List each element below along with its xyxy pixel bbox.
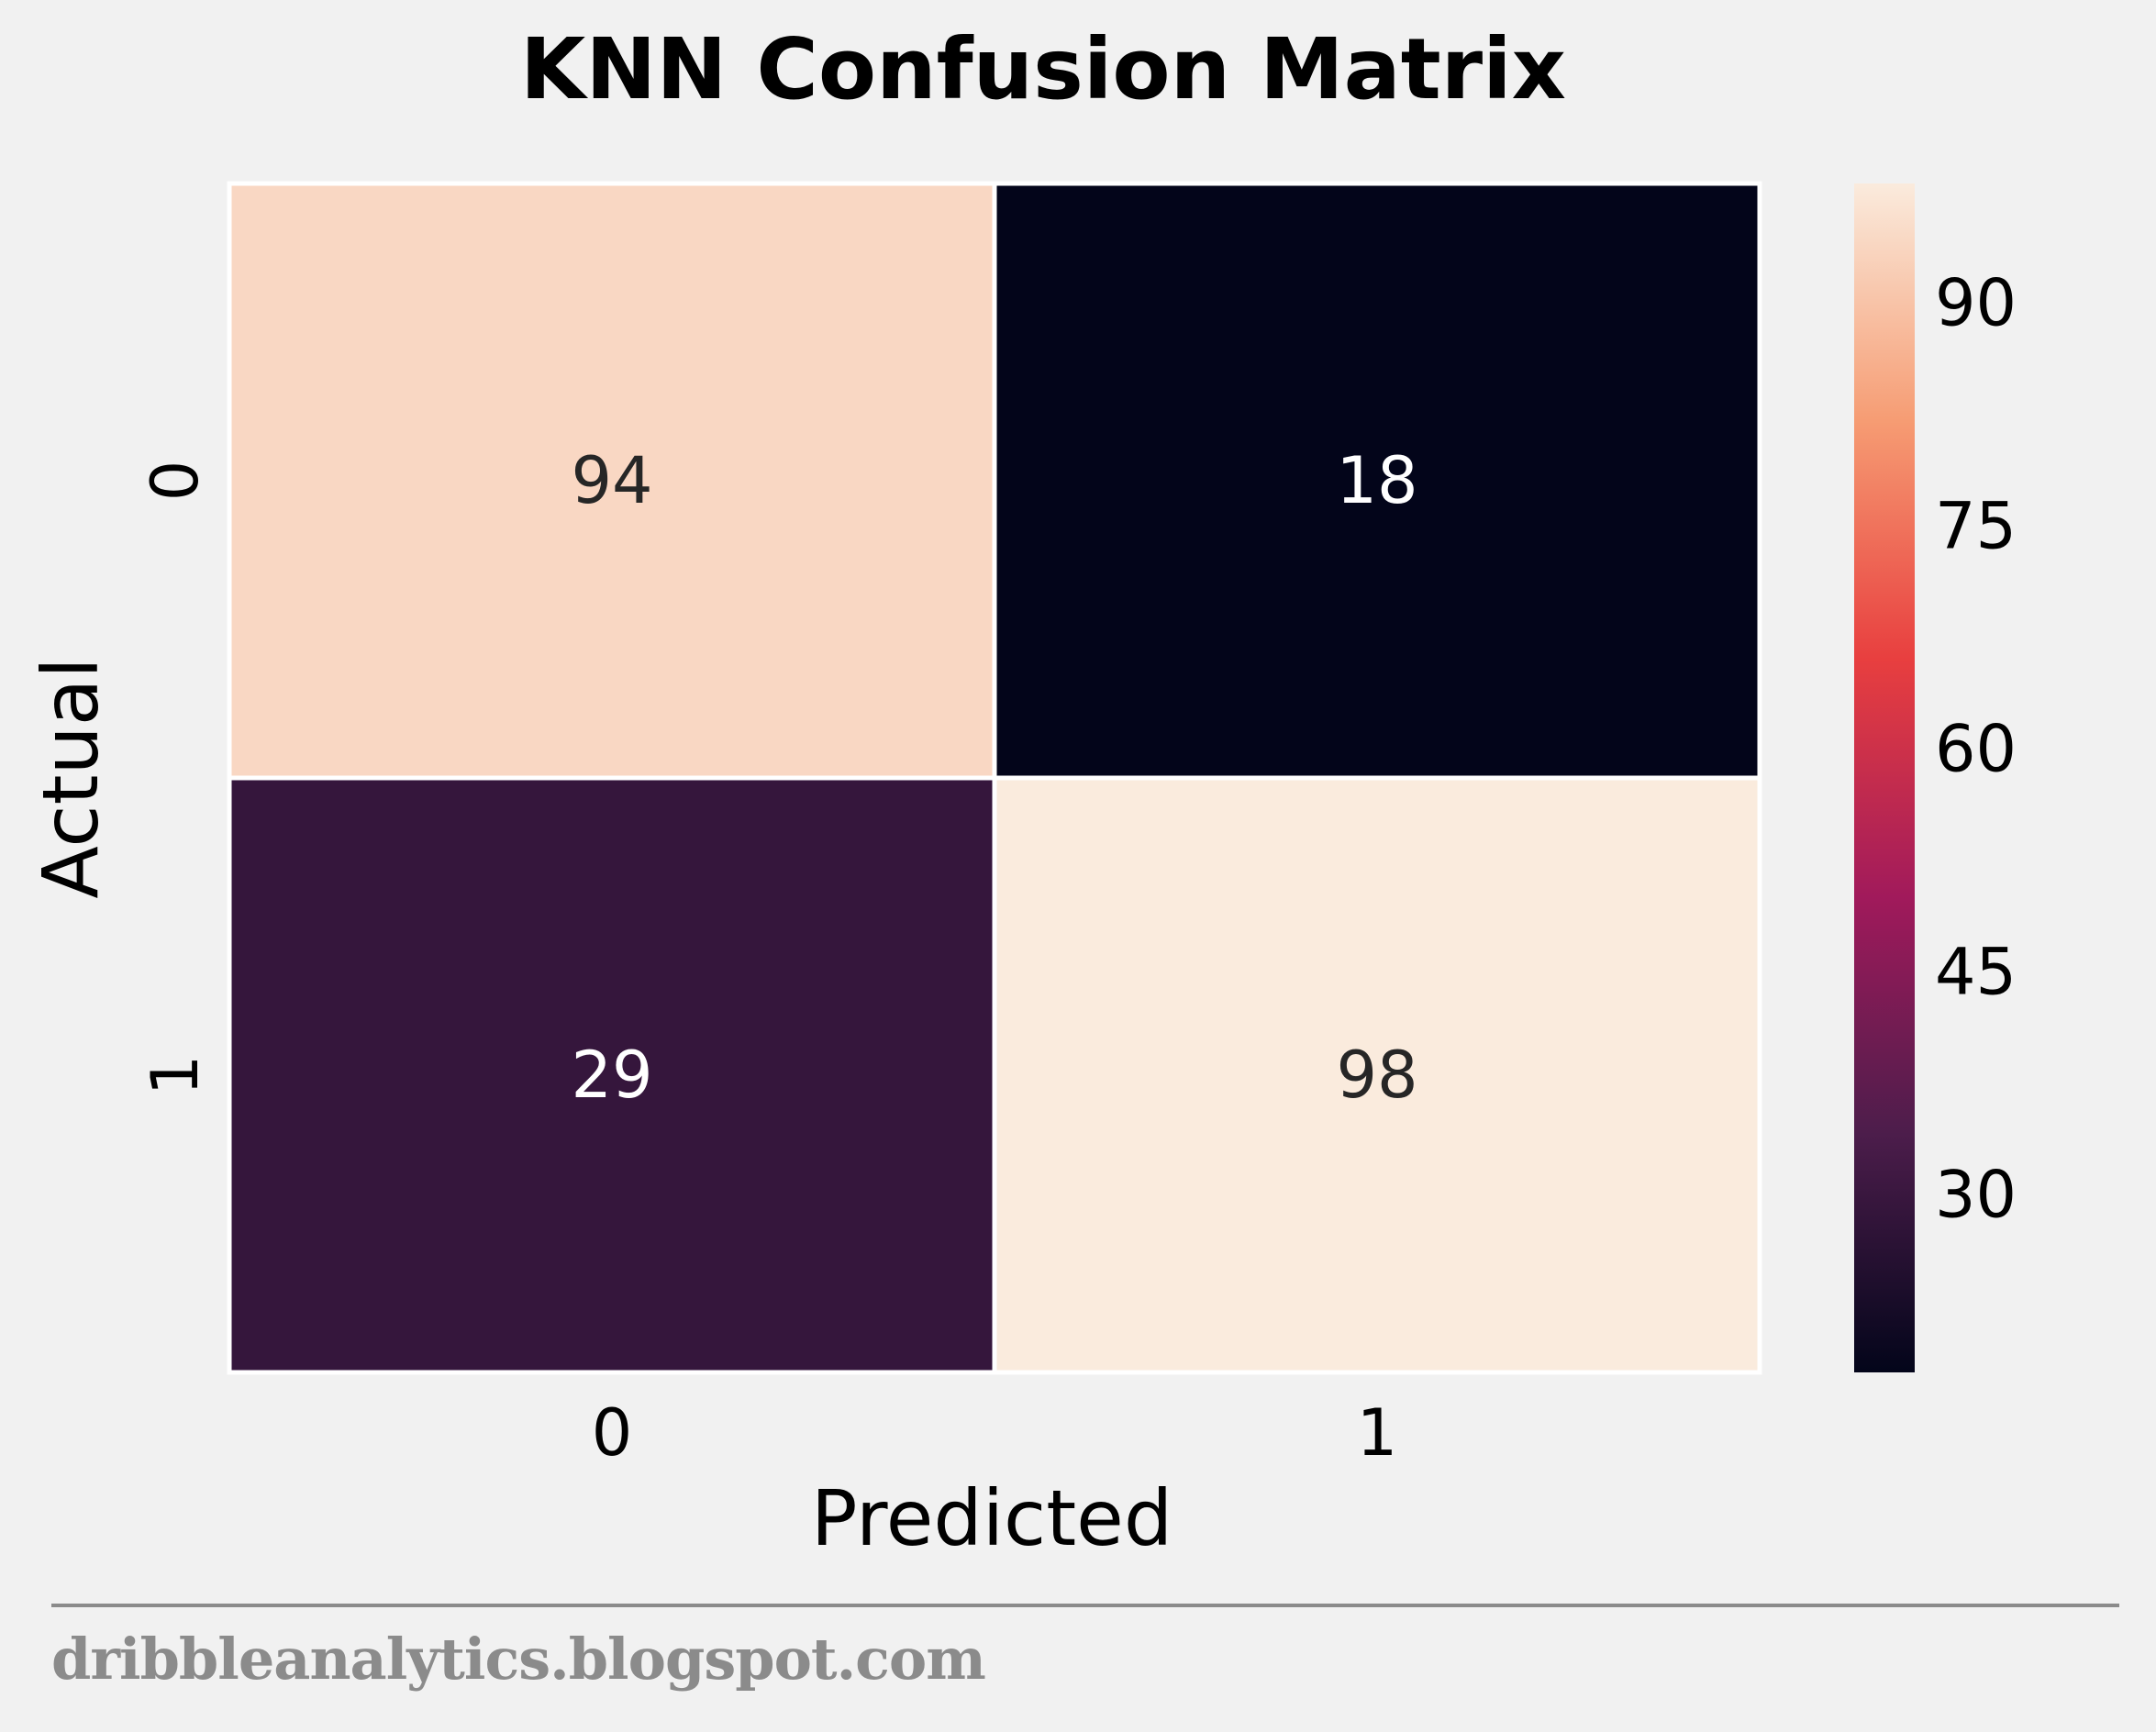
colorbar-tick-labels: 30 45 60 75 90 bbox=[1935, 266, 2017, 1233]
cell-value-r1-c1: 98 bbox=[1336, 1038, 1417, 1113]
chart-title: KNN Confusion Matrix bbox=[520, 20, 1566, 118]
heatmap-cell-r1-c1 bbox=[992, 775, 1762, 1375]
cell-value-r1-c0: 29 bbox=[571, 1038, 652, 1113]
colorbar-tick-label: 45 bbox=[1935, 935, 2017, 1010]
x-tick-label: 0 bbox=[592, 1395, 633, 1471]
heatmap-cells bbox=[227, 181, 1762, 1375]
y-tick-label: 1 bbox=[138, 1055, 213, 1096]
cell-value-r0-c1: 18 bbox=[1336, 443, 1417, 518]
footer-credit: dribbleanalytics.blogspot.com bbox=[51, 1626, 986, 1693]
footer-divider bbox=[51, 1604, 2119, 1607]
heatmap-cell-r1-c0 bbox=[227, 775, 997, 1375]
y-tick-labels: 01 bbox=[138, 461, 213, 1096]
cell-value-r0-c0: 94 bbox=[571, 443, 652, 518]
colorbar-tick-label: 30 bbox=[1935, 1158, 2017, 1233]
colorbar-tick-label: 75 bbox=[1935, 489, 2017, 564]
heatmap-cell-r0-c1 bbox=[992, 181, 1762, 781]
y-axis-label: Actual bbox=[26, 657, 116, 898]
colorbar-tick-label: 60 bbox=[1935, 712, 2017, 787]
colorbar-tick-label: 90 bbox=[1935, 266, 2017, 341]
x-axis-label: Predicted bbox=[811, 1473, 1172, 1563]
y-tick-label: 0 bbox=[138, 461, 213, 502]
heatmap-cell-labels: 94 18 29 98 bbox=[571, 443, 1417, 1113]
heatmap-cell-r0-c0 bbox=[227, 181, 997, 781]
colorbar bbox=[1854, 183, 1915, 1372]
x-tick-label: 1 bbox=[1357, 1395, 1398, 1471]
